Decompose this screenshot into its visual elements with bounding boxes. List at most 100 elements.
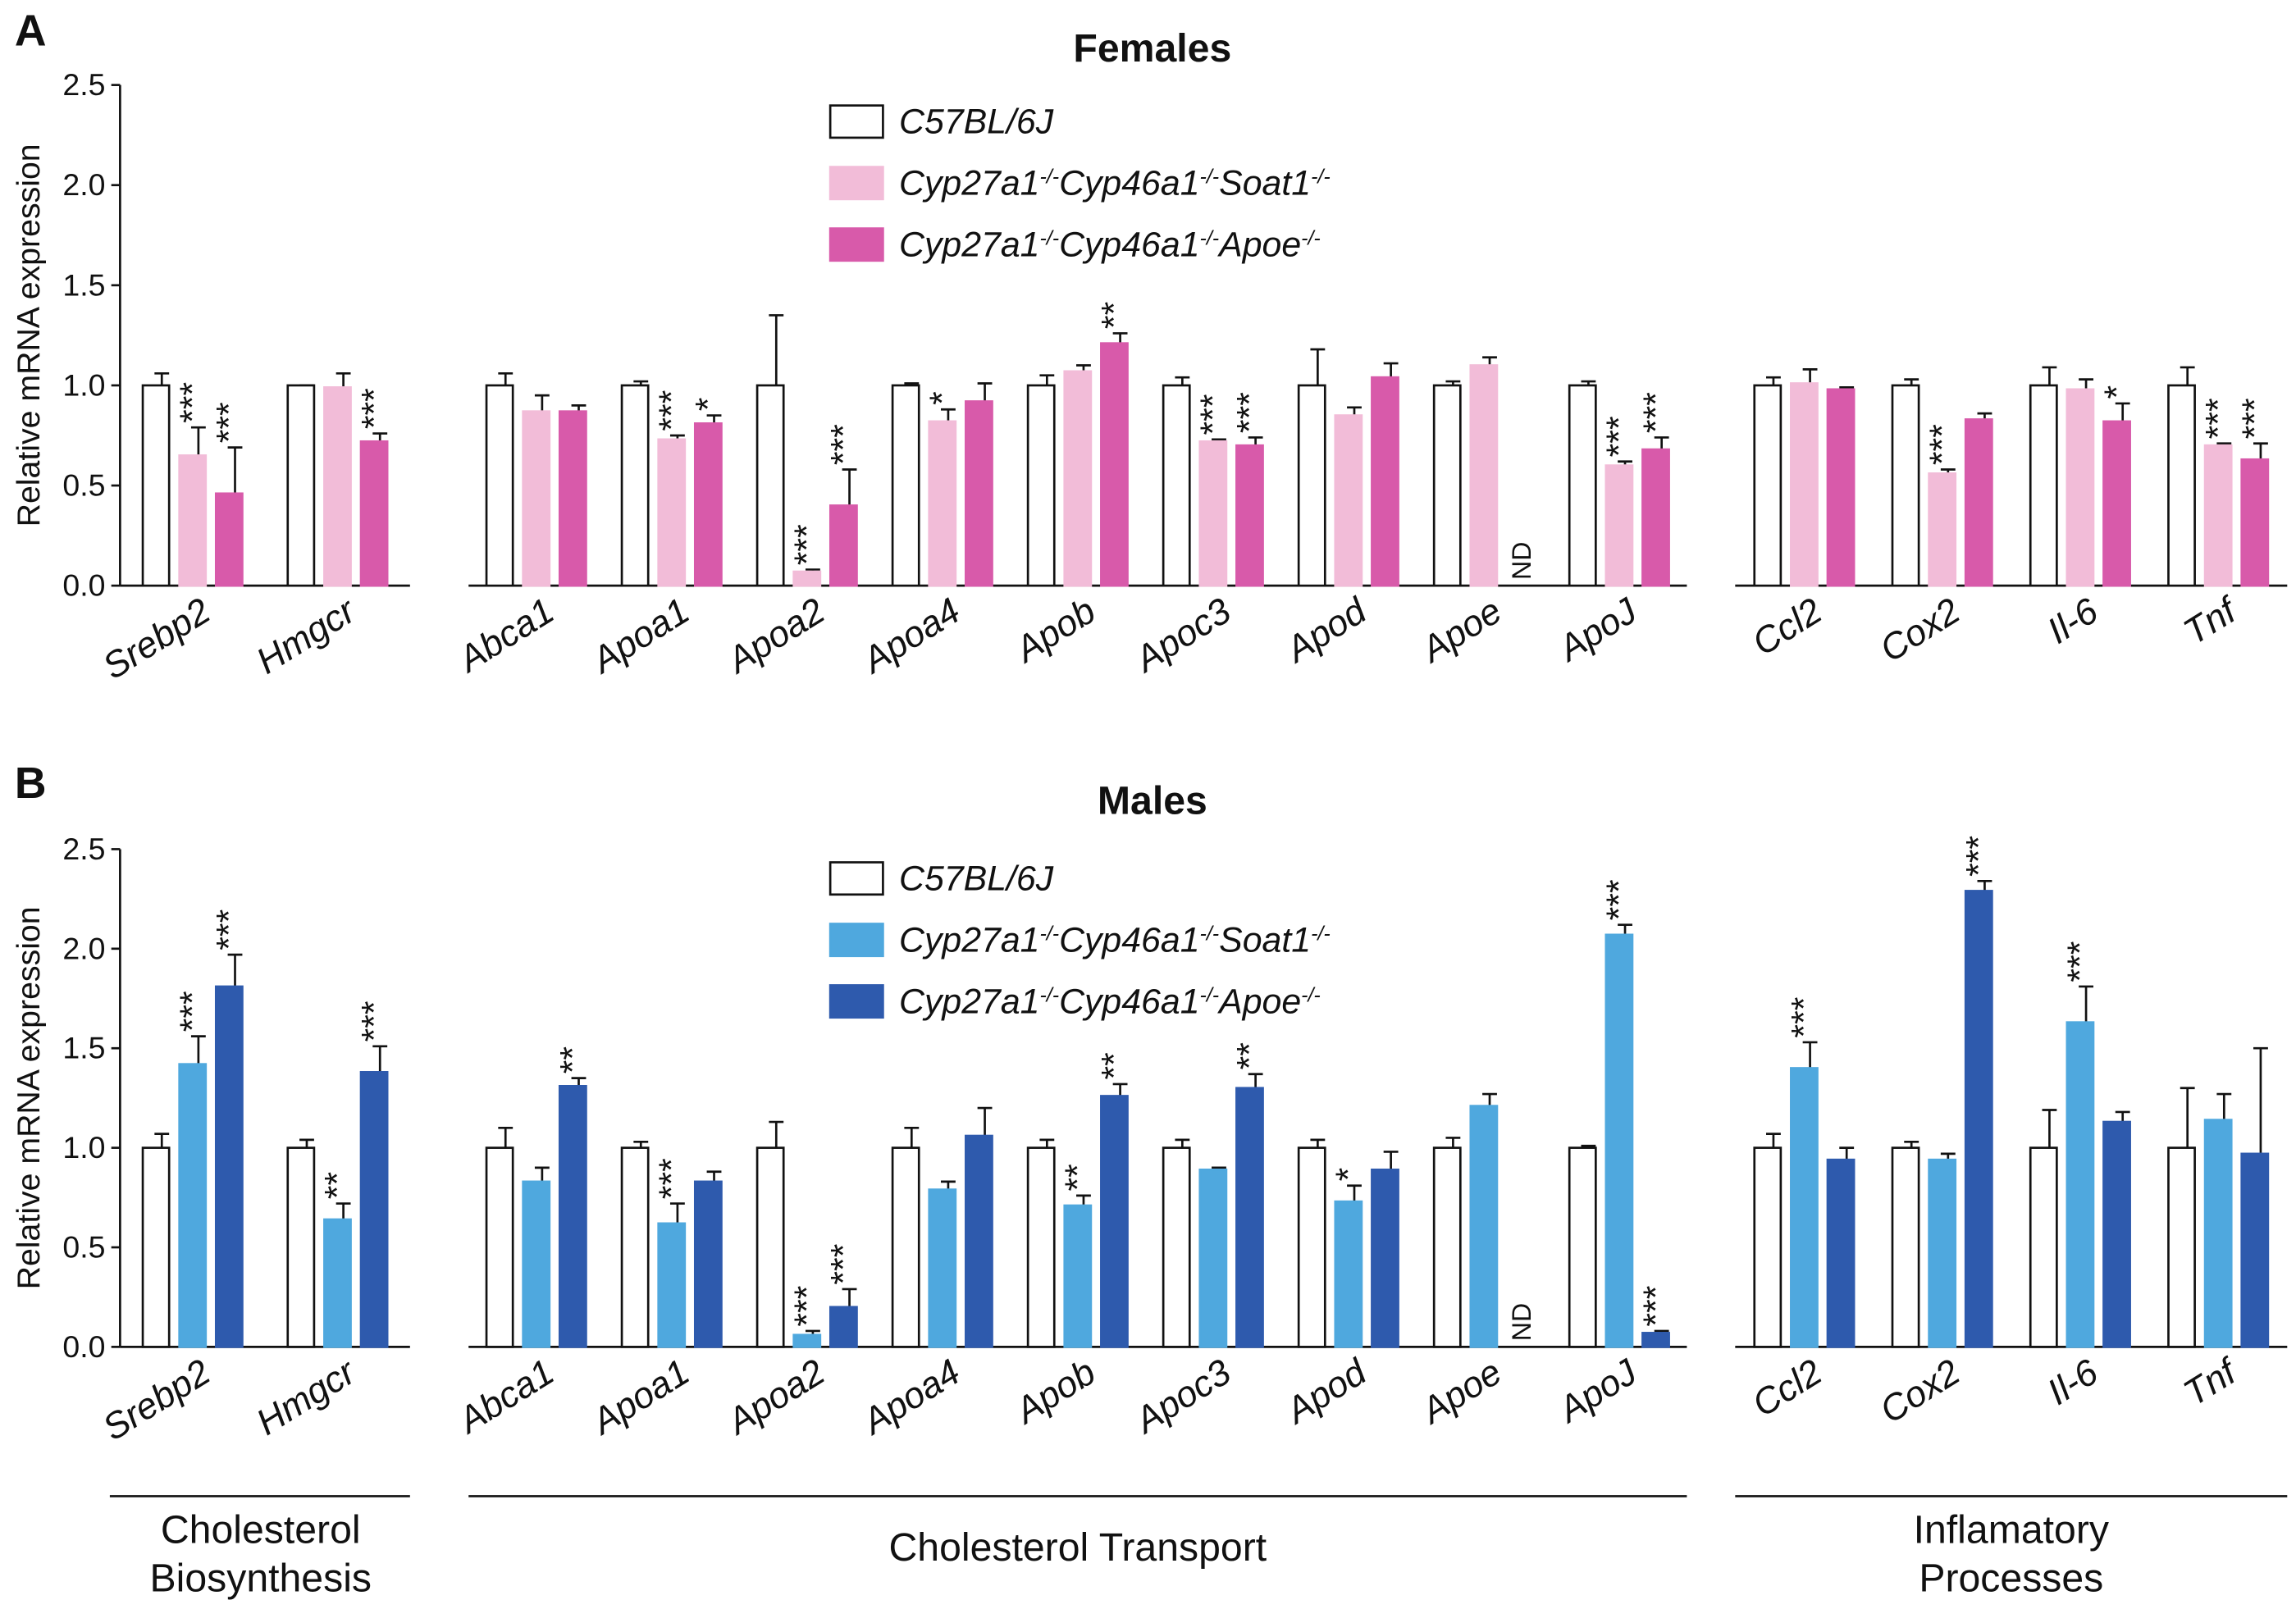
bar — [1297, 1146, 1326, 1348]
bar — [1826, 1158, 1856, 1348]
bar — [755, 384, 785, 587]
panel-label: B — [15, 759, 47, 808]
bar — [1964, 890, 1993, 1348]
legend-swatch — [828, 227, 884, 262]
bar — [2167, 1146, 2196, 1348]
significance-label: ** — [554, 1046, 593, 1073]
significance-label: ND — [1507, 542, 1536, 580]
legend-swatch — [828, 166, 884, 201]
significance-label: *** — [824, 1244, 864, 1285]
bar — [891, 384, 920, 587]
bar — [1432, 1146, 1462, 1348]
significance-label: *** — [1923, 424, 1962, 465]
bar — [1100, 1095, 1129, 1348]
x-tick-label: Ccl2 — [1746, 590, 1829, 663]
legend-label: C57BL/6J — [899, 859, 1054, 898]
y-tick-label: 0.5 — [62, 468, 105, 503]
x-tick-label: Apoa2 — [719, 1351, 832, 1443]
chart-title: Males — [1098, 779, 1207, 823]
bar — [359, 1071, 389, 1348]
x-tick-label: Apod — [1277, 1351, 1374, 1433]
x-tick-label: Abca1 — [450, 590, 561, 681]
significance-label: *** — [1194, 394, 1233, 435]
bar — [1334, 414, 1363, 587]
bar — [214, 985, 244, 1348]
bar — [965, 400, 993, 587]
bar — [693, 422, 723, 587]
bar — [178, 1063, 208, 1348]
bar — [1432, 384, 1462, 587]
bar — [1891, 384, 1920, 587]
bar — [286, 384, 316, 587]
bar — [2029, 384, 2058, 587]
group-label: Cholesterol Transport — [888, 1525, 1267, 1570]
bar — [1026, 1146, 1056, 1348]
bar — [891, 1146, 920, 1348]
significance-label: * — [923, 391, 962, 405]
significance-label: ** — [1230, 1042, 1270, 1069]
bar — [755, 1146, 785, 1348]
x-tick-label: Apoa1 — [583, 590, 696, 682]
y-tick-label: 2.5 — [62, 832, 105, 866]
bar — [1235, 1087, 1264, 1348]
x-tick-label: Tnf — [2177, 1350, 2247, 1414]
bar — [657, 438, 687, 587]
bar — [1753, 1146, 1782, 1348]
significance-label: *** — [210, 909, 249, 950]
bar — [522, 410, 551, 587]
bar — [928, 1188, 957, 1348]
bar — [1641, 448, 1670, 587]
legend-label: Cyp27a1-/-Cyp46a1-/-Soat1-/- — [899, 920, 1331, 959]
group-label: Processes — [1919, 1556, 2103, 1600]
bar — [1604, 933, 1634, 1348]
bar — [1891, 1146, 1920, 1348]
bar — [1297, 384, 1326, 587]
bar — [2203, 444, 2233, 587]
bar — [2167, 384, 2196, 587]
bar — [1334, 1200, 1363, 1348]
legend-swatch — [828, 861, 884, 896]
bar — [792, 1333, 822, 1348]
bar — [620, 384, 650, 587]
significance-label: *** — [824, 424, 864, 465]
bar — [286, 1146, 316, 1348]
bar — [359, 440, 389, 587]
bar — [2029, 1146, 2058, 1348]
significance-label: *** — [210, 402, 249, 443]
significance-label: *** — [1785, 997, 1824, 1038]
x-tick-label: Il-6 — [2041, 590, 2106, 651]
significance-label: ** — [1095, 302, 1134, 329]
y-axis-label: Relative mRNA expression — [11, 906, 47, 1289]
bar — [2065, 388, 2095, 587]
bar — [1641, 1332, 1670, 1348]
x-tick-label: Apoa2 — [719, 590, 832, 682]
legend-label: Cyp27a1-/-Cyp46a1-/-Apoe-/- — [899, 225, 1321, 264]
bar — [1371, 376, 1399, 587]
significance-label: *** — [354, 388, 394, 429]
significance-label: *** — [354, 1000, 394, 1042]
bar — [323, 1218, 352, 1348]
bar — [1063, 370, 1093, 587]
bar — [1198, 440, 1228, 587]
bar — [1964, 418, 1993, 587]
bar — [828, 504, 858, 587]
bar — [178, 454, 208, 587]
bar — [485, 384, 514, 587]
bar — [928, 420, 957, 587]
x-tick-label: Apoe — [1413, 590, 1509, 671]
bar — [1568, 384, 1597, 587]
significance-label: *** — [2061, 941, 2100, 982]
significance-label: *** — [787, 524, 827, 565]
x-tick-label: Il-6 — [2041, 1351, 2106, 1412]
bar — [141, 384, 171, 587]
bar — [522, 1180, 551, 1348]
x-tick-label: Apod — [1277, 590, 1374, 672]
bar — [323, 386, 352, 587]
bar — [1198, 1168, 1228, 1348]
x-tick-label: Apoa1 — [583, 1352, 696, 1444]
y-tick-label: 1.0 — [62, 367, 105, 402]
x-tick-label: ApoJ — [1550, 1351, 1644, 1431]
x-tick-label: Cox2 — [1874, 1351, 1967, 1431]
